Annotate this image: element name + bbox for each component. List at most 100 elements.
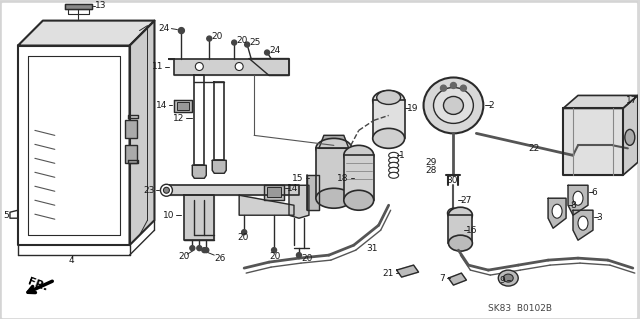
Ellipse shape	[499, 270, 518, 286]
Text: 20: 20	[301, 254, 312, 263]
Polygon shape	[548, 198, 566, 228]
Circle shape	[190, 246, 195, 251]
Text: 12: 12	[173, 114, 184, 123]
Polygon shape	[264, 185, 284, 200]
Ellipse shape	[388, 167, 399, 173]
Circle shape	[232, 40, 237, 45]
Text: 20: 20	[269, 252, 280, 261]
Circle shape	[271, 248, 276, 253]
Ellipse shape	[163, 187, 170, 193]
Polygon shape	[18, 21, 154, 46]
Text: 23: 23	[143, 186, 154, 195]
Ellipse shape	[377, 91, 401, 104]
Bar	[316, 148, 352, 198]
Text: 5: 5	[3, 211, 9, 220]
Ellipse shape	[161, 184, 172, 196]
Ellipse shape	[388, 172, 399, 178]
Text: 30: 30	[447, 176, 458, 185]
Circle shape	[197, 246, 202, 251]
Ellipse shape	[195, 63, 204, 70]
Circle shape	[451, 83, 456, 88]
Ellipse shape	[344, 190, 374, 210]
Circle shape	[204, 248, 209, 253]
Polygon shape	[397, 265, 419, 277]
Ellipse shape	[388, 152, 399, 158]
Text: 19: 19	[406, 104, 418, 113]
Ellipse shape	[573, 191, 583, 205]
Circle shape	[207, 36, 212, 41]
Text: 29: 29	[425, 158, 436, 167]
Text: 9: 9	[499, 276, 505, 285]
Text: 28: 28	[425, 166, 436, 175]
Text: 8: 8	[570, 201, 576, 210]
Ellipse shape	[447, 208, 460, 218]
Circle shape	[296, 253, 301, 258]
Text: 7: 7	[440, 274, 445, 283]
Text: 21: 21	[382, 269, 394, 278]
Ellipse shape	[444, 96, 463, 115]
Polygon shape	[289, 185, 309, 218]
Polygon shape	[170, 58, 289, 76]
Text: 16: 16	[467, 226, 478, 235]
Polygon shape	[307, 175, 319, 210]
Text: 3: 3	[596, 213, 602, 222]
Text: 31: 31	[367, 244, 378, 253]
Polygon shape	[449, 273, 467, 285]
Polygon shape	[170, 185, 299, 195]
Circle shape	[244, 42, 250, 47]
Ellipse shape	[503, 274, 513, 282]
Text: 10: 10	[163, 211, 174, 220]
Text: 13: 13	[95, 1, 106, 10]
Ellipse shape	[625, 130, 635, 145]
Circle shape	[440, 85, 447, 91]
Polygon shape	[18, 46, 129, 245]
Ellipse shape	[424, 78, 483, 133]
Circle shape	[264, 50, 269, 55]
Text: 27: 27	[460, 196, 472, 205]
Text: 22: 22	[528, 144, 540, 153]
Ellipse shape	[449, 207, 472, 223]
Polygon shape	[174, 100, 193, 112]
Ellipse shape	[316, 138, 352, 158]
Bar	[125, 120, 136, 138]
Ellipse shape	[344, 145, 374, 165]
Polygon shape	[573, 210, 593, 240]
Ellipse shape	[578, 216, 588, 230]
Text: 2: 2	[488, 101, 494, 110]
Ellipse shape	[433, 87, 474, 123]
Text: 25: 25	[249, 38, 260, 47]
Polygon shape	[239, 195, 294, 215]
Ellipse shape	[449, 235, 472, 251]
Ellipse shape	[388, 162, 399, 168]
Text: 26: 26	[214, 254, 226, 263]
Polygon shape	[319, 135, 349, 148]
Bar	[267, 187, 281, 197]
Polygon shape	[563, 95, 638, 108]
Text: 20: 20	[179, 252, 190, 261]
Text: 11: 11	[152, 62, 163, 71]
Polygon shape	[623, 95, 638, 175]
Ellipse shape	[316, 188, 352, 208]
Text: SK83  B0102B: SK83 B0102B	[488, 303, 552, 313]
Ellipse shape	[372, 91, 404, 110]
Circle shape	[202, 248, 207, 253]
Circle shape	[242, 230, 246, 235]
Ellipse shape	[372, 128, 404, 148]
Bar	[449, 215, 472, 243]
Polygon shape	[563, 108, 623, 175]
Polygon shape	[212, 160, 226, 173]
Text: 4: 4	[69, 256, 75, 265]
Ellipse shape	[552, 204, 562, 218]
Text: 20: 20	[237, 233, 248, 242]
Bar	[177, 102, 189, 110]
Text: FR.: FR.	[26, 277, 49, 293]
Text: 20: 20	[211, 32, 223, 41]
Circle shape	[179, 28, 184, 33]
Polygon shape	[193, 165, 206, 178]
Text: 24: 24	[269, 46, 280, 55]
Text: 15: 15	[292, 174, 304, 183]
Polygon shape	[568, 185, 588, 215]
Bar	[344, 155, 374, 200]
Text: 14: 14	[156, 101, 168, 110]
Polygon shape	[184, 195, 214, 240]
